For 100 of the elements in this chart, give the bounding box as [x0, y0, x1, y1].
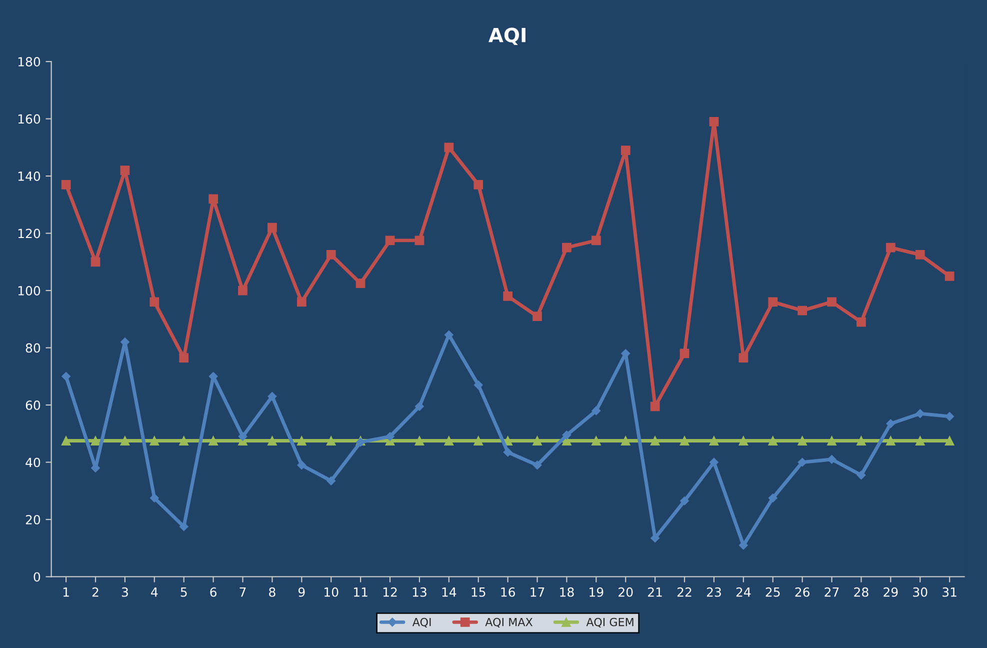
point	[326, 476, 336, 486]
point	[768, 436, 778, 446]
point	[415, 402, 424, 411]
point	[798, 436, 808, 446]
point	[827, 297, 836, 307]
x-tick-label: 18	[560, 587, 574, 597]
point	[326, 436, 336, 446]
point	[591, 436, 601, 446]
point	[268, 436, 277, 446]
x-tick-label: 19	[590, 587, 604, 597]
x-tick-label: 31	[942, 587, 956, 597]
point	[532, 436, 542, 446]
point	[297, 460, 306, 470]
point	[798, 306, 808, 316]
point	[680, 436, 690, 446]
point	[856, 436, 866, 446]
point	[296, 297, 306, 307]
x-tick-label: 8	[269, 587, 276, 597]
x-tick-label: 29	[884, 587, 898, 597]
point	[385, 236, 395, 246]
x-tick-label: 21	[648, 587, 662, 597]
point	[90, 257, 100, 267]
y-tick-label: 0	[34, 572, 40, 582]
point	[650, 436, 660, 446]
x-tick-label: 6	[210, 587, 216, 597]
x-tick-label: 4	[151, 588, 158, 597]
point	[562, 242, 572, 252]
x-tick-label: 3	[122, 587, 128, 597]
point	[532, 460, 542, 470]
y-tick-label: 20	[26, 514, 40, 524]
point	[592, 406, 601, 416]
point	[856, 470, 866, 480]
point	[208, 436, 218, 446]
x-tick-label: 25	[766, 587, 780, 597]
x-tick-label: 17	[530, 588, 544, 597]
x-tick-label: 27	[824, 587, 839, 597]
point	[915, 436, 925, 446]
point	[886, 419, 896, 428]
x-tick-label: 12	[383, 587, 397, 597]
legend-label: AQI GEM	[586, 618, 634, 628]
y-tick-label: 60	[26, 400, 40, 410]
point	[444, 436, 454, 446]
point	[474, 180, 484, 190]
point	[150, 436, 160, 446]
point	[827, 436, 836, 446]
point	[474, 436, 484, 446]
point	[179, 436, 189, 446]
point	[62, 372, 70, 381]
y-tick-label: 160	[18, 114, 40, 124]
x-tick-label: 15	[472, 588, 486, 597]
point	[650, 402, 660, 412]
x-tick-label: 13	[412, 587, 426, 597]
point	[945, 412, 954, 421]
point	[915, 250, 925, 260]
x-tick-label: 1	[63, 588, 69, 597]
point	[944, 436, 954, 446]
point	[768, 494, 778, 502]
point	[356, 438, 366, 447]
point	[444, 330, 454, 340]
point	[768, 297, 778, 307]
x-tick-label: 26	[795, 587, 810, 597]
legend-label: AQI	[412, 618, 431, 628]
point	[356, 278, 366, 288]
x-tick-label: 16	[501, 587, 515, 597]
point	[179, 353, 189, 362]
point	[90, 436, 100, 446]
x-tick-label: 14	[442, 588, 456, 597]
point	[710, 458, 718, 467]
point	[503, 292, 512, 301]
point	[680, 496, 689, 506]
point	[238, 286, 248, 296]
x-tick-label: 7	[240, 588, 246, 597]
x-tick-label: 22	[677, 587, 692, 597]
x-tick-label: 23	[706, 587, 721, 597]
y-tick-label: 180	[18, 57, 40, 66]
point	[296, 436, 306, 446]
y-tick-label: 140	[18, 172, 40, 181]
point	[620, 146, 630, 155]
y-tick-label: 80	[26, 343, 40, 353]
chart-title: AQI	[488, 28, 526, 45]
point	[208, 194, 218, 204]
point	[120, 166, 130, 176]
x-tick-label: 20	[618, 587, 633, 597]
point	[61, 180, 71, 190]
point	[61, 436, 71, 446]
point	[620, 436, 630, 446]
point	[268, 222, 277, 232]
point	[120, 436, 130, 446]
point	[886, 242, 896, 252]
point	[709, 116, 719, 126]
x-tick-label: 11	[354, 588, 368, 597]
x-tick-label: 2	[92, 587, 98, 597]
point	[150, 494, 159, 502]
legend-label: AQI MAX	[485, 618, 533, 628]
point	[856, 317, 866, 327]
point	[414, 436, 424, 446]
x-tick-label: 5	[180, 588, 187, 597]
point	[562, 430, 572, 440]
x-tick-label: 9	[298, 587, 305, 597]
point	[268, 392, 277, 401]
